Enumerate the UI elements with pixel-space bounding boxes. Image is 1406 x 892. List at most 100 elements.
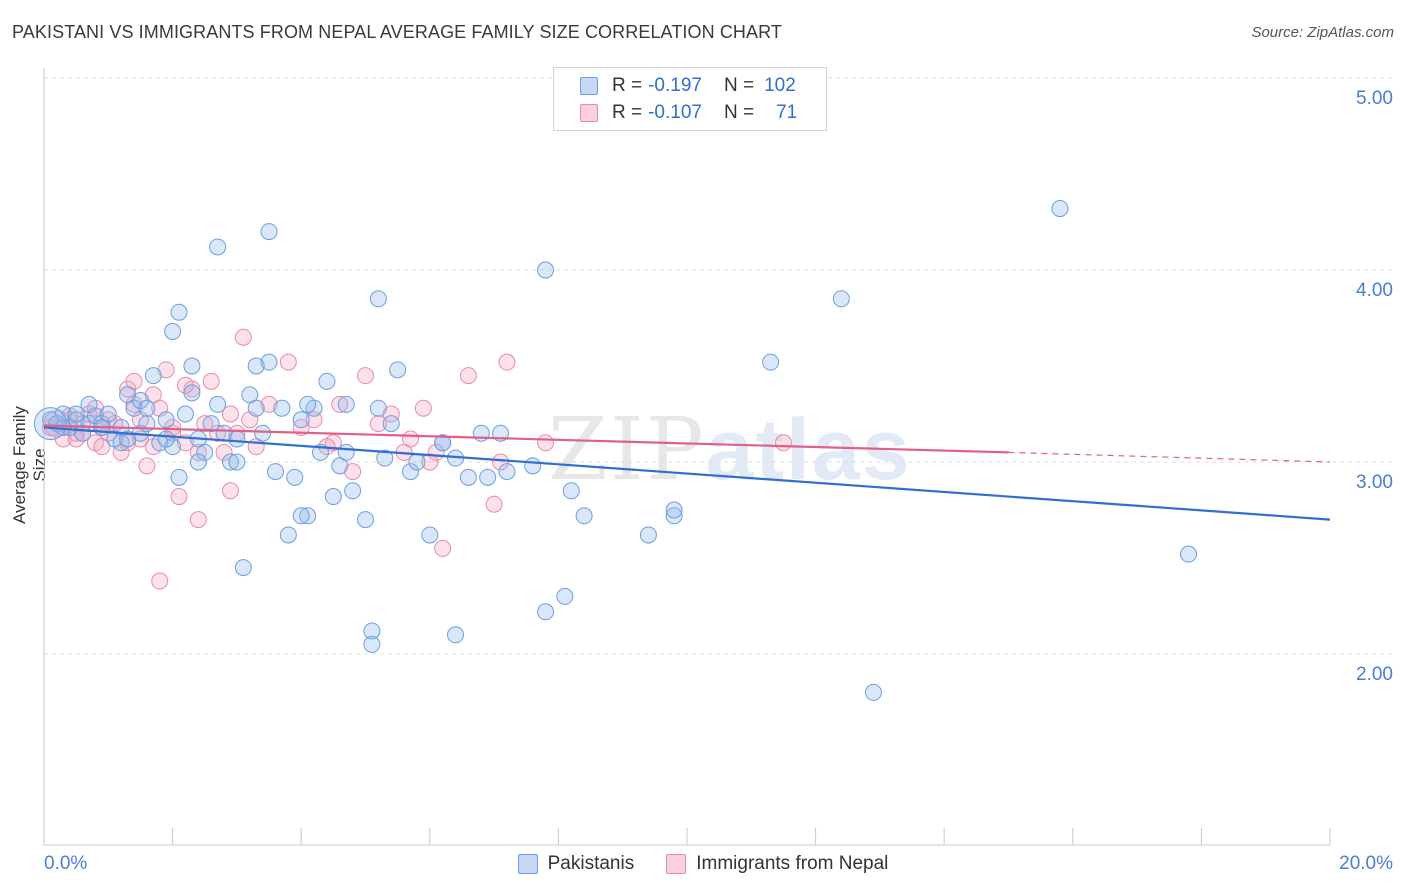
- point-pakistani: [221, 453, 239, 471]
- n-value: 102: [764, 75, 796, 96]
- point-pakistani: [337, 443, 355, 461]
- point-pakistani: [209, 238, 227, 256]
- point-pakistani: [1180, 545, 1198, 563]
- point-pakistani: [33, 407, 67, 441]
- legend-row-pakistanis: R = -0.197 N = 102: [580, 74, 796, 98]
- point-pakistani: [556, 587, 574, 605]
- point-nepal: [221, 405, 239, 423]
- point-pakistani: [157, 411, 175, 429]
- point-nepal: [459, 367, 477, 385]
- point-pakistani: [459, 468, 477, 486]
- point-pakistani: [337, 395, 355, 413]
- point-pakistani: [234, 559, 252, 577]
- point-pakistani: [164, 322, 182, 340]
- y-tick-label: 2.00: [1356, 664, 1393, 685]
- point-nepal: [434, 539, 452, 557]
- point-pakistani: [434, 434, 452, 452]
- r-value: -0.197: [648, 75, 702, 96]
- point-pakistani: [382, 415, 400, 433]
- point-pakistani: [67, 405, 85, 423]
- point-pakistani: [402, 463, 420, 481]
- pink-swatch: [580, 104, 598, 122]
- point-nepal: [357, 367, 374, 385]
- point-nepal: [119, 434, 137, 452]
- point-pakistani: [639, 526, 657, 544]
- point-pakistani: [170, 468, 188, 486]
- point-nepal: [260, 395, 278, 413]
- point-nepal: [485, 495, 503, 513]
- series-legend: Pakistanis Immigrants from Nepal: [0, 853, 1406, 875]
- point-pakistani: [157, 430, 175, 448]
- y-tick-label: 3.00: [1356, 472, 1393, 493]
- point-pakistani: [299, 507, 317, 525]
- point-nepal: [305, 411, 323, 429]
- x-tick-label: 20.0%: [1339, 853, 1393, 874]
- point-pakistani: [170, 303, 188, 321]
- point-pakistani: [324, 488, 342, 506]
- point-pakistani: [1051, 200, 1069, 218]
- n-label: N =: [723, 75, 755, 96]
- point-pakistani: [228, 453, 246, 471]
- point-pakistani: [292, 411, 310, 429]
- point-pakistani: [80, 395, 98, 413]
- point-pakistani: [254, 424, 272, 442]
- point-pakistani: [421, 526, 439, 544]
- point-pakistani: [447, 626, 465, 644]
- point-pakistani: [247, 399, 265, 417]
- point-pakistani: [189, 453, 207, 471]
- point-pakistani: [389, 361, 407, 379]
- point-pakistani: [537, 261, 555, 279]
- point-pakistani: [299, 395, 317, 413]
- trend-line-pakistanis: [43, 426, 1331, 521]
- point-pakistani: [183, 384, 201, 402]
- point-pakistani: [575, 507, 593, 525]
- point-pakistani: [864, 683, 882, 701]
- source-label: Source: ZipAtlas.com: [1251, 24, 1394, 41]
- point-pakistani: [363, 622, 381, 640]
- point-pakistani: [762, 353, 780, 371]
- r-label: R =: [612, 102, 643, 123]
- point-pakistani: [144, 367, 162, 385]
- point-nepal: [492, 453, 510, 471]
- point-nepal: [202, 372, 220, 390]
- legend-item-nepal: Immigrants from Nepal: [666, 853, 888, 875]
- point-nepal: [774, 434, 792, 452]
- point-pakistani: [266, 463, 284, 481]
- point-nepal: [189, 443, 207, 461]
- point-nepal: [369, 415, 387, 433]
- point-nepal: [279, 353, 297, 371]
- point-pakistani: [408, 453, 426, 471]
- point-pakistani: [279, 526, 297, 544]
- legend-label: Immigrants from Nepal: [696, 853, 889, 874]
- point-nepal: [498, 353, 516, 371]
- point-nepal: [234, 328, 252, 346]
- point-pakistani: [247, 357, 265, 375]
- point-pakistani: [363, 635, 381, 653]
- point-pakistani: [665, 501, 683, 519]
- point-nepal: [189, 511, 207, 529]
- pink-swatch: [666, 854, 687, 874]
- point-pakistani: [665, 507, 683, 525]
- blue-swatch: [517, 854, 538, 874]
- point-pakistani: [209, 395, 227, 413]
- point-pakistani: [376, 449, 394, 467]
- point-pakistani: [196, 443, 214, 461]
- correlation-legend: R = -0.197 N = 102 R = -0.107 N = 71: [553, 67, 827, 131]
- r-value: -0.107: [648, 102, 702, 123]
- r-label: R =: [612, 75, 643, 96]
- point-pakistani: [138, 399, 156, 417]
- point-pakistani: [119, 430, 137, 448]
- chart-title: PAKISTANI VS IMMIGRANTS FROM NEPAL AVERA…: [12, 22, 783, 42]
- point-pakistani: [344, 482, 362, 500]
- point-pakistani: [202, 415, 220, 433]
- point-nepal: [331, 395, 349, 413]
- point-pakistani: [228, 430, 246, 448]
- point-nepal: [215, 443, 233, 461]
- trend-line-nepal-extension: [1008, 451, 1331, 463]
- legend-label: Pakistanis: [547, 853, 635, 874]
- point-nepal: [414, 399, 432, 417]
- point-nepal: [537, 434, 555, 452]
- point-pakistani: [524, 457, 542, 475]
- point-pakistani: [260, 353, 278, 371]
